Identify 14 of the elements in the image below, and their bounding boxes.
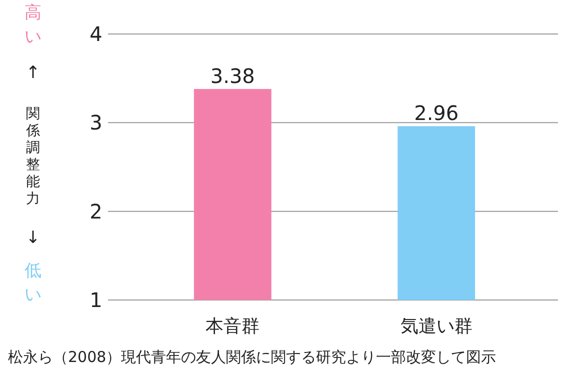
text: 松永ら（2008）現代青年の友人関係に関する研究より一部改変して図示 — [8, 348, 496, 366]
text: ↑ — [26, 63, 40, 83]
y-tick-label: 2 — [90, 199, 102, 224]
data-label: 3.38 — [210, 64, 255, 88]
text: ↓ — [26, 228, 40, 248]
data-label: 2.96 — [414, 101, 459, 126]
x-tick-label: 気遣い群 — [400, 316, 472, 337]
y-tick-label: 1 — [90, 288, 102, 312]
text: 高い — [24, 3, 42, 47]
y-axis-title: 関係調整能力 — [25, 106, 40, 207]
x-tick-label: 本音群 — [206, 316, 260, 337]
text: 低い — [24, 261, 42, 305]
y-tick-label: 3 — [90, 110, 102, 135]
y-tick-label: 4 — [90, 22, 102, 46]
